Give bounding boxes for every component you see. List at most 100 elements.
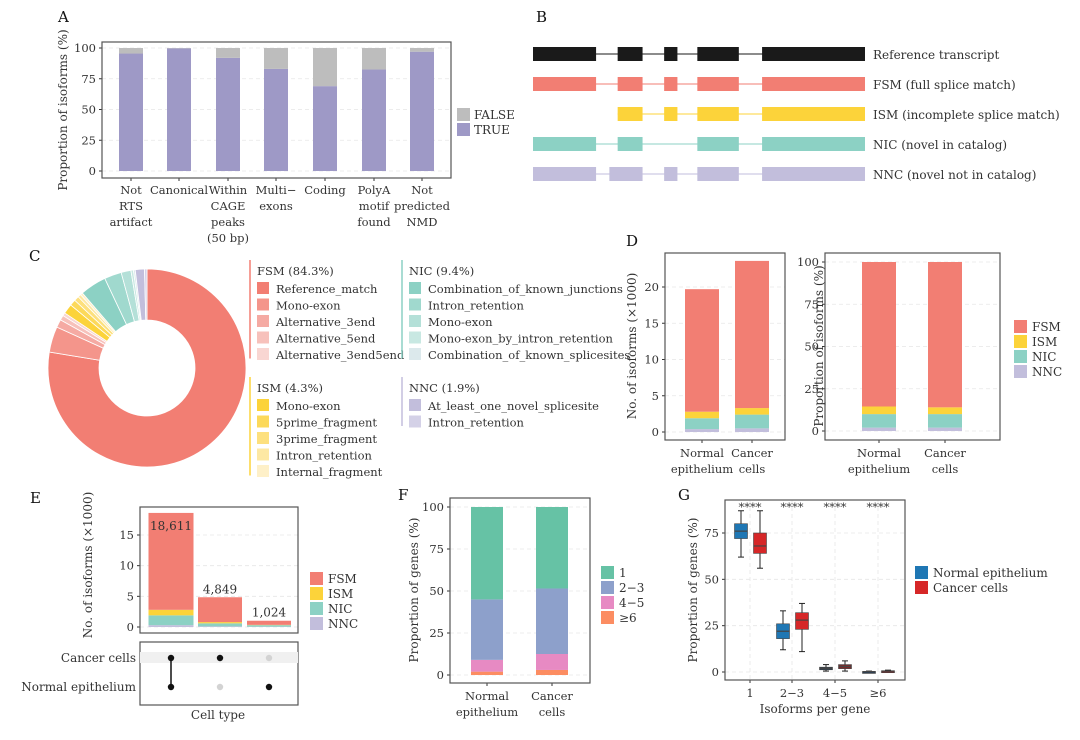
d-prop-bar-segment	[928, 414, 962, 428]
x-tick-label: found	[357, 215, 391, 229]
y-tick-label: 50	[704, 572, 719, 586]
d-count-bar-segment	[685, 411, 719, 419]
transcript-label: Reference transcript	[873, 48, 999, 62]
f-bar-segment	[471, 507, 503, 600]
exon	[762, 47, 865, 61]
legend-swatch	[409, 298, 421, 311]
legend-swatch	[409, 348, 421, 360]
f-bar-segment	[471, 671, 503, 675]
legend-item-label: Intron_retention	[428, 416, 525, 430]
f-legend-swatch	[601, 581, 614, 594]
d-count-bar-segment	[735, 408, 769, 415]
d-legend-label: NIC	[1032, 350, 1056, 364]
e-bar-segment	[198, 623, 242, 627]
f-legend-swatch	[601, 596, 614, 609]
legend-item-label: Intron_retention	[428, 299, 525, 313]
significance-label: ****	[867, 500, 890, 514]
legend-item-label: Alternative_5end	[275, 332, 376, 346]
x-tick-label: epithelium	[456, 705, 518, 719]
exon	[617, 107, 643, 121]
exon	[697, 167, 739, 181]
e-bar-segment	[198, 597, 242, 623]
legend-group-title: NIC (9.4%)	[409, 264, 474, 278]
e-bar-segment	[247, 620, 291, 625]
matrix-row-label: Normal epithelium	[21, 680, 136, 694]
e-legend-label: NNC	[328, 617, 358, 631]
d-prop-bar-segment	[862, 262, 896, 407]
x-tick-label: artifact	[110, 215, 153, 229]
d-count-bar-segment	[685, 289, 719, 412]
bar-false	[362, 48, 386, 70]
legend-swatch	[257, 465, 269, 477]
d-legend-label: NNC	[1032, 365, 1062, 379]
g-legend-label: Normal epithelium	[933, 566, 1048, 580]
x-tick-label: Normal	[680, 446, 724, 460]
transcript-label: NNC (novel not in catalog)	[873, 168, 1036, 182]
legend-item-label: Mono-exon	[276, 399, 341, 413]
y-axis-title: Proportion of isoforms (%)	[56, 29, 70, 190]
exon	[697, 47, 739, 61]
box	[795, 612, 809, 630]
d-legend-swatch	[1014, 365, 1027, 378]
exon	[762, 167, 865, 181]
x-tick-label: Cancer	[924, 446, 966, 460]
e-legend-swatch	[310, 587, 323, 600]
y-tick-label: 0	[812, 424, 819, 438]
y-tick-label: 25	[804, 382, 819, 396]
y-tick-label: 25	[429, 626, 444, 640]
exon	[762, 107, 865, 121]
d-legend-swatch	[1014, 335, 1027, 348]
x-tick-label: Not	[411, 183, 433, 197]
panel-label-d: D	[626, 232, 638, 250]
bar-true	[119, 53, 143, 171]
e-legend-label: FSM	[328, 572, 357, 586]
d-prop-frame	[824, 252, 1001, 441]
legend-swatch	[257, 348, 269, 360]
legend-label: FALSE	[474, 108, 515, 122]
matrix-dot	[265, 683, 273, 691]
exon	[697, 77, 739, 91]
f-bar-segment	[536, 507, 568, 589]
y-tick-label: 75	[81, 72, 96, 86]
x-tick-label: cells	[539, 705, 566, 719]
x-tick-label: NMD	[406, 215, 437, 229]
y-tick-label: 20	[644, 280, 659, 294]
matrix-dot	[167, 683, 175, 691]
panel-label-a: A	[57, 8, 69, 26]
d-count-bar-segment	[735, 414, 769, 429]
exon	[697, 137, 739, 151]
y-tick-label: 100	[422, 500, 444, 514]
d-prop-bar-segment	[928, 262, 962, 408]
bar-true	[410, 51, 434, 171]
matrix-row-label: Cancer cells	[61, 651, 136, 665]
g-frame	[724, 499, 906, 681]
x-tick-label: CAGE	[211, 199, 246, 213]
bar-false	[313, 48, 337, 87]
exon	[664, 47, 678, 61]
exon	[533, 137, 597, 151]
e-bar-segment	[148, 609, 194, 616]
f-frame	[449, 497, 591, 684]
y-tick-label: 75	[704, 526, 719, 540]
bar-false	[119, 48, 143, 54]
legend-item-label: 5prime_fragment	[276, 416, 377, 430]
legend-swatch	[257, 315, 269, 327]
x-tick-label: 1	[746, 686, 753, 700]
bar-true	[362, 69, 386, 171]
matrix-dot	[216, 683, 224, 691]
y-tick-label: 15	[644, 316, 659, 330]
e-bar-segment	[148, 512, 194, 610]
matrix-dot	[216, 654, 224, 662]
d-prop-bar-segment	[862, 414, 896, 428]
exon	[609, 167, 643, 181]
panel-label-e: E	[30, 489, 41, 507]
e-legend-label: NIC	[328, 602, 352, 616]
matrix-dot	[265, 654, 273, 662]
legend-swatch	[257, 448, 269, 461]
exon	[533, 167, 597, 181]
exon	[617, 47, 643, 61]
legend-swatch-false	[457, 108, 470, 121]
bar-total-label: 1,024	[252, 606, 287, 620]
y-axis-title: No. of isoforms (×1000)	[81, 492, 95, 639]
